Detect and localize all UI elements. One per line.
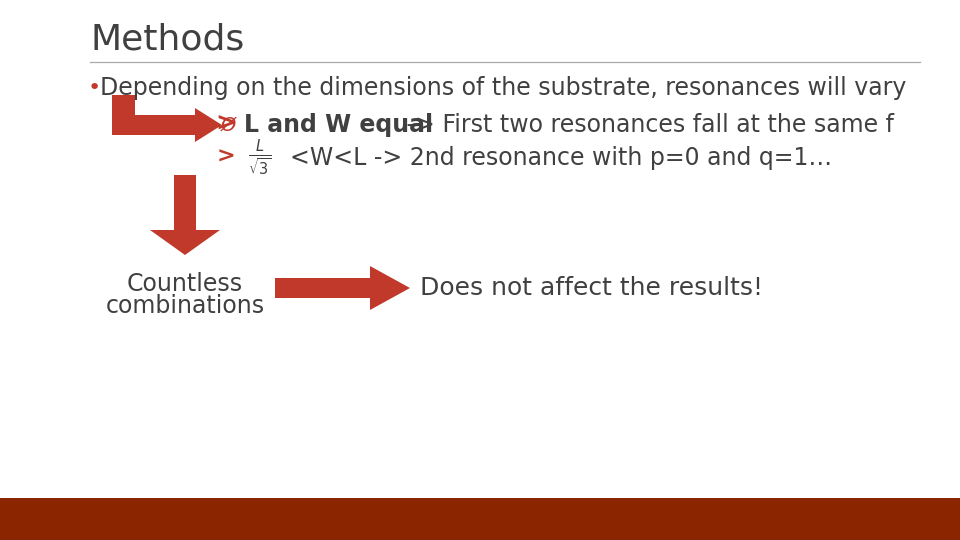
Polygon shape: [370, 266, 410, 310]
Text: Does not affect the results!: Does not affect the results!: [420, 276, 763, 300]
Text: •: •: [88, 78, 101, 98]
Text: <W<L -> 2nd resonance with p=0 and q=1…: <W<L -> 2nd resonance with p=0 and q=1…: [290, 146, 832, 170]
Text: Ø: Ø: [220, 116, 236, 134]
Bar: [112, 115, 195, 135]
Bar: [275, 278, 370, 298]
Text: >: >: [217, 147, 235, 167]
Bar: [0, 498, 960, 540]
Text: $\frac{L}{\sqrt{3}}$: $\frac{L}{\sqrt{3}}$: [248, 138, 272, 178]
Polygon shape: [195, 108, 222, 142]
Text: >: >: [216, 112, 236, 136]
Text: Methods: Methods: [90, 23, 244, 57]
Bar: [174, 175, 196, 230]
Text: -> First two resonances fall at the same f: -> First two resonances fall at the same…: [399, 113, 894, 137]
Text: combinations: combinations: [106, 294, 265, 318]
Text: L and W equal: L and W equal: [244, 113, 433, 137]
Polygon shape: [150, 230, 220, 255]
Text: Depending on the dimensions of the substrate, resonances will vary: Depending on the dimensions of the subst…: [100, 76, 906, 100]
Bar: [112, 95, 135, 127]
Text: Countless: Countless: [127, 272, 243, 296]
